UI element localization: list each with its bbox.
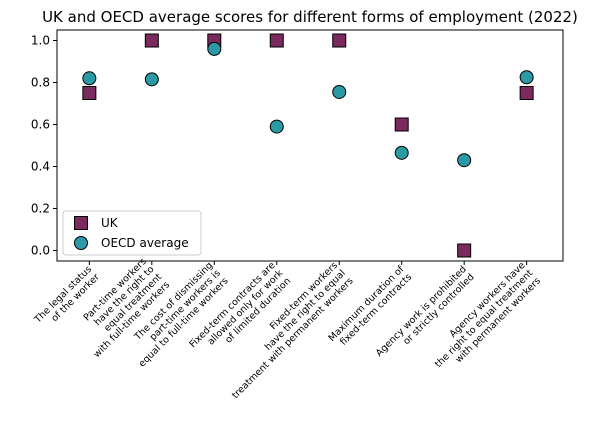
- uk-marker: [144, 33, 159, 48]
- plot-area: [56, 29, 564, 262]
- oecd-marker: [144, 72, 159, 87]
- y-tick-label: 0.6: [31, 118, 50, 132]
- x-tick-label: The legal statusof the worker: [32, 264, 102, 334]
- oecd-marker: [519, 70, 534, 85]
- oecd-marker: [207, 41, 222, 56]
- uk-marker: [394, 117, 409, 132]
- uk-marker: [519, 86, 534, 100]
- oecd-marker: [269, 119, 284, 134]
- legend-circle-marker: [74, 236, 88, 250]
- uk-marker: [269, 33, 284, 48]
- chart-title: UK and OECD average scores for different…: [42, 8, 578, 26]
- uk-marker: [332, 33, 347, 48]
- y-tick-label: 1.0: [31, 34, 50, 48]
- legend-square-marker: [74, 216, 88, 230]
- oecd-marker: [457, 153, 472, 168]
- x-tick-label: Agency workers havethe right to equal tr…: [425, 260, 543, 378]
- y-tick-label: 0.8: [31, 76, 50, 90]
- uk-marker: [82, 86, 97, 100]
- legend-label: UK: [101, 216, 119, 230]
- oecd-marker: [394, 145, 409, 160]
- y-tick-label: 0.4: [31, 160, 50, 174]
- oecd-marker: [332, 84, 347, 99]
- legend-box: [62, 210, 202, 256]
- y-tick-label: 0.0: [31, 244, 50, 258]
- legend-label: OECD average: [101, 236, 189, 250]
- plot-frame: [56, 29, 564, 262]
- oecd-marker: [82, 71, 97, 86]
- data-markers: [82, 33, 534, 258]
- legend: UK OECD average: [62, 210, 202, 256]
- y-tick-label: 0.2: [31, 202, 50, 216]
- uk-marker: [457, 243, 472, 258]
- y-axis: 0.0 0.2 0.4 0.6 0.8 1.0: [31, 34, 57, 258]
